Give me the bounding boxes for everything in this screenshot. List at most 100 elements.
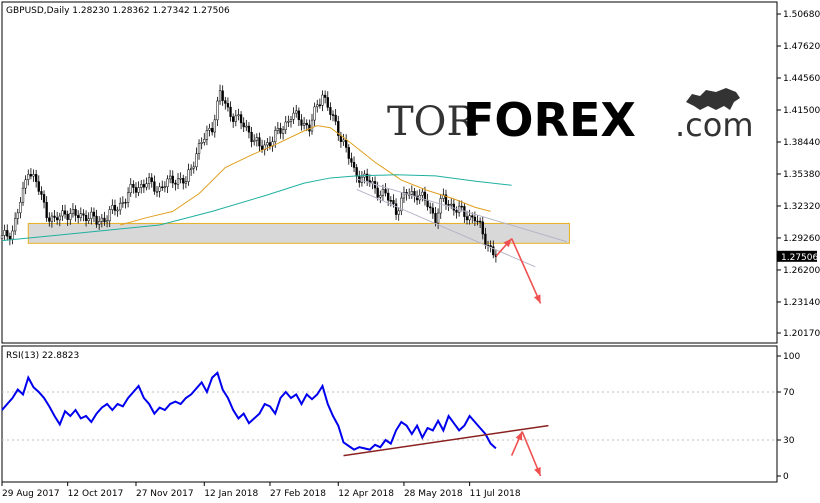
candle-body [3,230,6,236]
candle-body [190,167,193,171]
candle-body [334,114,337,122]
candle-body [394,203,398,215]
candle-body [203,139,206,143]
candle-body [63,210,67,215]
candle-body [268,142,272,147]
forecast-arrow-shaft [510,238,542,304]
channel-lower-line [356,188,536,268]
candle-body [323,94,327,98]
chart-title: GBPUSD,Daily 1.28230 1.28362 1.27342 1.2… [6,6,230,16]
candle-body [489,245,492,248]
candle-body [119,203,122,211]
candle-body [147,177,151,185]
candle-body [274,130,277,142]
candle-body [289,119,293,122]
ma-long-line [1,174,512,242]
candle-body [205,130,209,140]
candle-body [329,107,332,115]
candle-body [321,94,324,106]
candle-body [492,246,495,256]
candle-body [295,110,298,114]
forecast-arrow-head [534,467,541,476]
candle-body [350,158,353,163]
candle-body [234,115,237,122]
forecast-arrow-head [503,238,512,248]
candle-body [436,212,440,224]
candle-body [355,167,358,177]
candle-body [379,195,382,198]
candle-body [281,129,285,134]
time-axis-label: 27 Feb 2018 [270,489,326,499]
price-axis-label: 1.23140 [783,298,820,308]
candle-body [40,191,43,195]
price-forecast-arrows [495,238,542,304]
candle-body [182,178,185,184]
last-price-label-text: 1.27506 [781,253,818,263]
price-panel[interactable]: TOR FOREX .com GBPUSD,Daily 1.28230 1.28… [0,1,778,344]
candle-body [384,189,387,194]
candle-body [134,187,138,193]
candle-body [337,121,340,136]
candle-body [45,202,48,219]
candle-body [415,195,419,201]
candle-body [253,140,256,143]
candle-body [478,220,482,223]
candle-body [50,215,54,222]
candle-body [8,235,12,240]
candle-body [13,218,17,232]
candle-body [35,174,38,182]
candle-body [484,233,487,246]
candle-body [142,184,146,188]
candle-body [413,191,416,197]
candle-body [84,215,88,222]
candle-body [95,215,98,225]
candle-body [387,192,390,201]
candle-body [158,186,161,192]
candle-body [221,90,224,101]
candle-body [242,122,245,128]
candle-body [397,210,400,215]
ma-short-line [120,125,491,226]
candle-body [218,90,222,102]
candle-body [468,215,471,221]
candle-body [113,205,117,211]
candle-body [74,209,77,216]
rsi-axis-label: 100 [783,352,800,362]
candle-body [200,142,203,144]
candle-body [258,137,261,147]
candle-body [208,128,211,131]
candle-body [174,182,177,185]
candle-body [429,206,432,209]
candle-body [53,215,56,218]
support-zone [27,222,570,244]
candle-body [179,178,182,180]
candle-body [121,201,124,204]
candles-group [0,84,498,263]
candle-body [105,220,109,223]
candle-body [184,181,188,184]
candle-body [145,183,148,188]
rsi-panel-frame [1,345,778,483]
candle-body [300,119,303,126]
rsi-panel[interactable]: RSI(13) 22.8823 [1,345,778,483]
candle-body [279,127,282,134]
candle-body [16,212,19,219]
torforex-logo: TOR FOREX .com [387,88,754,147]
candle-body [116,209,119,212]
candle-body [27,174,30,180]
candle-body [255,137,258,141]
candle-body [176,178,180,185]
candle-body [450,203,453,206]
rsi-axis-label: 70 [783,388,795,398]
candle-body [331,114,335,116]
candle-body [140,184,143,188]
candle-body [347,147,350,159]
candle-body [402,192,406,199]
candle-body [82,213,85,216]
time-axis-label: 11 Jul 2018 [470,489,521,499]
candle-body [292,112,295,120]
rsi-forecast-arrows [510,431,542,477]
candle-body [297,110,301,121]
forecast-arrow-head [515,431,523,441]
candle-body [421,191,424,196]
